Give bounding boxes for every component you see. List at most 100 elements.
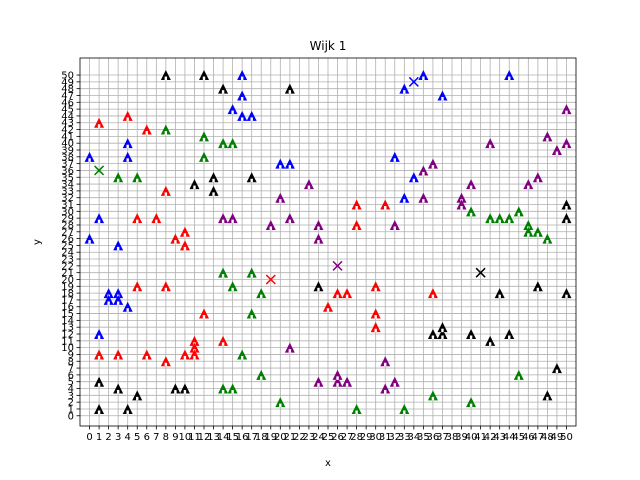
cross-marker [408,76,419,87]
cross-marker [94,165,105,176]
house-marker [94,403,105,414]
house-marker [256,369,267,380]
house-marker [523,226,534,237]
house-marker [237,349,248,360]
house-marker [179,240,190,251]
house-marker [275,397,286,408]
house-marker [561,288,572,299]
y-tick-label: 37 [61,159,74,170]
house-marker [437,322,448,333]
x-tick-label: 30 [369,432,382,443]
y-tick-label: 17 [61,295,74,306]
house-marker [351,219,362,230]
x-tick-label: 26 [331,432,344,443]
house-marker [160,281,171,292]
y-tick-label: 15 [61,309,74,320]
y-tick-label: 22 [61,261,74,272]
x-tick-label: 9 [172,432,178,443]
house-marker [122,110,133,121]
house-marker [237,90,248,101]
x-tick-label: 16 [236,432,249,443]
house-marker [122,403,133,414]
y-tick-label: 11 [61,336,74,347]
y-tick-label: 3 [68,391,74,402]
house-marker [113,294,124,305]
house-marker [513,206,524,217]
x-tick-label: 8 [163,432,169,443]
x-tick-label: 19 [264,432,277,443]
y-tick-label: 45 [61,105,74,116]
x-tick-label: 50 [560,432,573,443]
y-tick-label: 25 [61,241,74,252]
x-tick-label: 45 [512,432,525,443]
x-tick-label: 34 [407,432,420,443]
y-tick-label: 40 [61,139,74,150]
house-marker [551,145,562,155]
house-marker [246,172,257,183]
y-tick-label: 48 [61,84,74,95]
house-marker [227,138,238,149]
x-tick-label: 27 [341,432,354,443]
house-marker [504,70,515,81]
y-tick-label: 50 [61,71,74,82]
house-marker [218,335,229,346]
house-marker [170,233,181,244]
x-tick-label: 12 [198,432,211,443]
y-tick-label: 4 [68,384,74,395]
house-marker [323,301,333,312]
house-marker [466,179,477,190]
house-marker [275,192,286,203]
y-tick-label: 5 [68,377,74,388]
x-tick-label: 43 [493,432,506,443]
y-tick-label: 6 [68,370,74,381]
house-marker [313,233,324,244]
x-axis-label: x [325,458,331,469]
x-tick-label: 31 [379,432,392,443]
house-marker [532,172,543,183]
house-marker [408,172,419,183]
house-marker [284,83,295,94]
house-marker [389,151,400,162]
house-marker [208,185,219,196]
data-points [84,70,572,414]
house-marker [160,70,171,81]
house-marker [437,90,448,101]
house-marker [313,376,324,387]
y-tick-label: 30 [61,207,74,218]
x-tick-label: 38 [446,432,459,443]
y-tick-label: 38 [61,152,74,163]
house-marker [427,390,438,401]
y-tick-label: 9 [68,350,74,361]
x-tick-label: 28 [350,432,363,443]
x-tick-label: 35 [417,432,430,443]
house-marker [132,281,143,292]
house-marker [113,383,124,394]
x-tick-label: 1 [96,432,102,443]
house-marker [94,349,105,360]
house-marker [427,158,438,169]
house-marker [218,83,229,94]
x-tick-label: 0 [86,432,92,443]
x-tick-label: 6 [144,432,150,443]
y-tick-label: 2 [68,398,74,409]
house-marker [542,131,553,142]
x-tick-label: 49 [551,432,564,443]
cross-marker [265,274,276,285]
house-marker [275,158,286,169]
house-marker [437,329,448,339]
house-marker [94,329,105,339]
house-marker [227,281,238,292]
house-marker [218,213,229,224]
house-marker [542,233,553,244]
house-marker [399,192,410,203]
y-tick-label: 16 [61,302,74,313]
house-marker [513,369,524,380]
house-marker [189,349,200,360]
x-tick-label: 18 [255,432,268,443]
house-marker [389,376,400,387]
y-tick-label: 27 [61,227,74,238]
house-marker [94,117,105,128]
x-tick-label: 39 [455,432,468,443]
house-marker [427,288,438,299]
